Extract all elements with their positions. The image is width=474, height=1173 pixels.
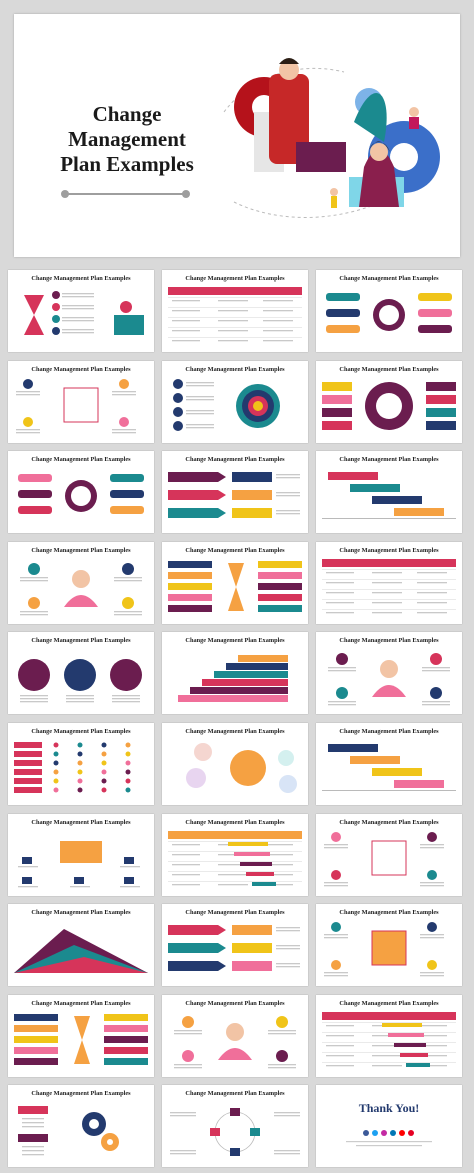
hero-illustration <box>223 58 440 218</box>
slide-thumbnail[interactable]: Change Management Plan Examples <box>8 1085 154 1167</box>
thumbnail-title: Change Management Plan Examples <box>185 547 285 554</box>
slide-thumbnail[interactable]: Change Management Plan Examples <box>162 1085 308 1167</box>
slider-knob-left <box>61 190 69 198</box>
thumbnail-title: Change Management Plan Examples <box>339 366 439 373</box>
thumbnail-title: Change Management Plan Examples <box>339 819 439 826</box>
slide-thumbnail[interactable]: Change Management Plan Examples <box>316 632 462 714</box>
thumbnail-graphic <box>14 1014 148 1065</box>
slide-thumbnail[interactable]: Change Management Plan Examples <box>162 451 308 533</box>
thumbnail-title: Change Management Plan Examples <box>185 819 285 826</box>
thumbnail-graphic <box>326 293 452 333</box>
thumbnail-title: Change Management Plan Examples <box>31 637 131 644</box>
thumbnail-graphic <box>186 743 297 793</box>
thumbnail-graphic <box>168 831 302 886</box>
thumbnail-title: Change Management Plan Examples <box>31 366 131 373</box>
slide-thumbnail[interactable]: Thank You! <box>316 1085 462 1167</box>
thumbnail-graphic <box>170 1108 300 1156</box>
thumbnail-graphic <box>174 1016 296 1069</box>
slide-thumbnail[interactable]: Change Management Plan Examples <box>162 995 308 1077</box>
slide-thumbnail[interactable]: Change Management Plan Examples <box>316 361 462 443</box>
slide-thumbnail[interactable]: Change Management Plan Examples <box>8 995 154 1077</box>
slide-thumbnail[interactable]: Change Management Plan Examples <box>8 814 154 896</box>
thumbnail-title: Change Management Plan Examples <box>339 637 439 644</box>
slide-thumbnail[interactable]: Change Management Plan Examples <box>316 814 462 896</box>
thumbnail-title: Change Management Plan Examples <box>31 819 131 826</box>
thumbnail-graphic <box>173 379 280 431</box>
thumbnail-graphic <box>322 559 456 614</box>
slide-thumbnail[interactable]: Change Management Plan Examples <box>316 270 462 352</box>
slide-thumbnail[interactable]: Change Management Plan Examples <box>8 270 154 352</box>
slide-thumbnail[interactable]: Change Management Plan Examples <box>162 723 308 805</box>
slide-thumbnail[interactable]: Change Management Plan Examples <box>8 361 154 443</box>
thumbnail-title: Change Management Plan Examples <box>31 728 131 735</box>
thumbnail-title: Change Management Plan Examples <box>185 275 285 282</box>
thumbnail-graphic <box>324 922 444 977</box>
slide-thumbnail[interactable]: Change Management Plan Examples <box>162 361 308 443</box>
thumbnail-graphic <box>168 561 302 612</box>
thumbnail-graphic <box>168 925 300 971</box>
thumbnail-title: Change Management Plan Examples <box>339 1000 439 1007</box>
thumbnail-title: Change Management Plan Examples <box>185 366 285 373</box>
thumbnail-title: Change Management Plan Examples <box>185 909 285 916</box>
thumbnail-graphic <box>168 472 300 518</box>
thumbnail-graphic <box>324 832 444 887</box>
thumbnail-title: Change Management Plan Examples <box>185 1090 285 1097</box>
thumbnail-title: Change Management Plan Examples <box>31 1000 131 1007</box>
thumbnail-graphic <box>16 379 136 434</box>
thumbnail-graphic <box>178 655 288 702</box>
hero-title: Change Management Plan Examples <box>60 102 194 176</box>
slide-thumbnail[interactable]: Change Management Plan Examples <box>316 723 462 805</box>
thumbnail-graphic <box>18 841 140 888</box>
slide-thumbnail[interactable]: Change Management Plan Examples <box>8 904 154 986</box>
thumbnail-title: Change Management Plan Examples <box>339 275 439 282</box>
thumbnail-title: Change Management Plan Examples <box>339 547 439 554</box>
thank-you-title: Thank You! <box>358 1101 420 1115</box>
slide-thumbnail[interactable]: Change Management Plan Examples <box>316 904 462 986</box>
thumbnail-graphic <box>328 653 450 706</box>
thumbnail-title: Change Management Plan Examples <box>31 909 131 916</box>
thumbnail-graphic <box>14 742 131 793</box>
thumbnail-title: Change Management Plan Examples <box>31 456 131 463</box>
slide-thumbnail[interactable]: Change Management Plan Examples <box>8 632 154 714</box>
thumbnail-graphic <box>20 563 142 616</box>
social-icons <box>346 1130 432 1147</box>
thumbnail-title: Change Management Plan Examples <box>339 728 439 735</box>
slide-thumbnail[interactable]: Change Management Plan Examples <box>162 814 308 896</box>
thumbnail-title: Change Management Plan Examples <box>185 637 285 644</box>
thumbnail-graphic <box>322 382 456 430</box>
thumbnail-title: Change Management Plan Examples <box>31 1090 131 1097</box>
thumbnail-title: Change Management Plan Examples <box>185 456 285 463</box>
hero-slider-line <box>61 190 190 198</box>
thumbnail-graphic <box>18 659 142 703</box>
thumbnail-title: Change Management Plan Examples <box>185 1000 285 1007</box>
thumbnail-title: Change Management Plan Examples <box>339 909 439 916</box>
thumbnail-graphic <box>322 744 456 791</box>
thumbnail-graphic <box>322 472 456 519</box>
hero-slide[interactable]: Change Management Plan Examples <box>14 14 460 257</box>
slide-thumbnail[interactable]: Change Management Plan Examples <box>8 723 154 805</box>
thumbnail-graphic <box>168 287 302 342</box>
slide-thumbnail[interactable]: Change Management Plan Examples <box>162 270 308 352</box>
slide-thumbnail[interactable]: Change Management Plan Examples <box>316 451 462 533</box>
thumbnail-graphic <box>18 1106 119 1156</box>
slide-thumbnail[interactable]: Change Management Plan Examples <box>316 995 462 1077</box>
thumbnail-title: Change Management Plan Examples <box>31 275 131 282</box>
slide-thumbnail[interactable]: Change Management Plan Examples <box>162 904 308 986</box>
thumbnail-graphic <box>24 291 144 335</box>
slide-thumbnail[interactable]: Change Management Plan Examples <box>316 542 462 624</box>
thumbnail-graphic <box>18 474 144 514</box>
thumbnail-title: Change Management Plan Examples <box>31 547 131 554</box>
slide-thumbnail[interactable]: Change Management Plan Examples <box>162 542 308 624</box>
thumbnail-title: Change Management Plan Examples <box>339 456 439 463</box>
thumbnail-graphic <box>322 1012 456 1067</box>
slide-thumbnail[interactable]: Change Management Plan Examples <box>162 632 308 714</box>
slider-knob-right <box>182 190 190 198</box>
slide-thumbnail[interactable]: Change Management Plan Examples <box>8 451 154 533</box>
thumbnail-graphic <box>14 929 148 973</box>
thumbnail-title: Change Management Plan Examples <box>185 728 285 735</box>
slide-thumbnail[interactable]: Change Management Plan Examples <box>8 542 154 624</box>
